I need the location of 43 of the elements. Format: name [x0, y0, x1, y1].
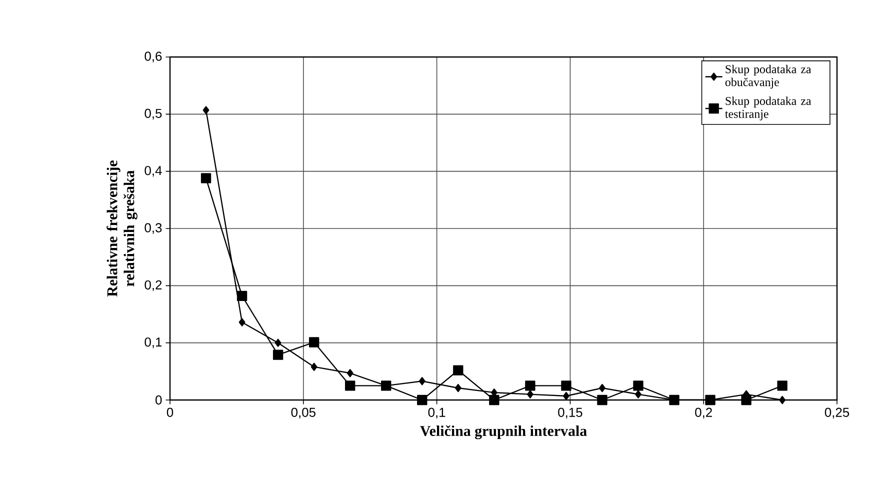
point [453, 365, 464, 376]
legend-label: Skup podataka za obučavanje [725, 64, 812, 89]
point [562, 392, 570, 400]
point [417, 394, 428, 406]
point [238, 318, 246, 326]
point [310, 362, 318, 371]
y-tick-label: 0,5 [144, 108, 162, 120]
point [597, 394, 608, 406]
x-tick-label: 0,1 [428, 408, 446, 418]
point [345, 380, 356, 391]
x-tick-label: 0,05 [291, 408, 316, 418]
point [741, 394, 752, 406]
point [561, 380, 572, 391]
point [635, 390, 642, 398]
point [202, 106, 210, 114]
point [418, 377, 426, 386]
y-tick-label: 0 [156, 395, 162, 405]
point [526, 390, 534, 398]
point [599, 384, 606, 392]
point [633, 380, 644, 391]
point [308, 337, 320, 348]
x-axis-title: Veličina grupnih intervala [420, 425, 587, 440]
x-tick-label: 0,15 [558, 408, 582, 418]
x-tick-label: 0 [166, 408, 174, 417]
y-tick-label: 0,2 [144, 280, 162, 292]
point [200, 173, 212, 184]
point [525, 380, 536, 391]
point [489, 394, 500, 406]
y-tick-label: 0,4 [144, 166, 162, 177]
point [454, 384, 462, 392]
legend-label: Skup podataka za testiranje [725, 96, 812, 120]
point [777, 380, 788, 391]
point [274, 338, 282, 347]
point [779, 396, 786, 404]
point [272, 350, 284, 360]
y-tick-label: 0,6 [144, 52, 162, 62]
point [346, 369, 354, 378]
point [236, 290, 248, 302]
y-tick-label: 0,1 [144, 337, 162, 348]
y-axis-title: Relativne frekvencije relativnih grešaka [106, 160, 138, 297]
y-tick-label: 0,3 [144, 223, 162, 234]
x-tick-label: 0,25 [824, 408, 850, 418]
x-tick-label: 0,2 [695, 408, 712, 418]
